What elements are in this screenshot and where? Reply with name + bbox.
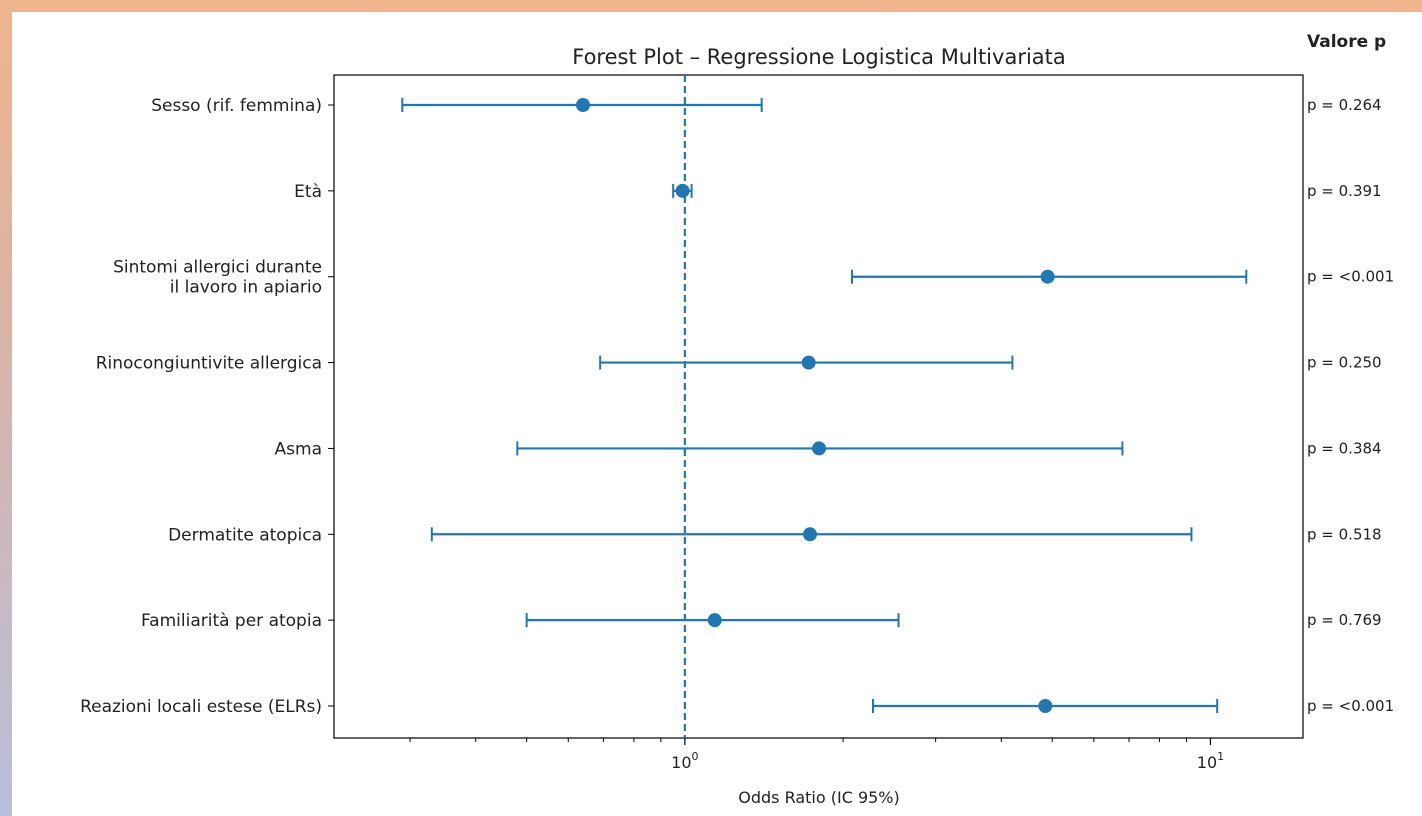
pvalue-header: Valore p: [1307, 32, 1386, 52]
p-value-label: p = <0.001: [1307, 268, 1394, 286]
p-value-label: p = 0.384: [1307, 439, 1382, 457]
y-tick-label: Età: [294, 182, 322, 202]
odds-ratio-point: [575, 98, 590, 112]
odds-ratio-point: [812, 441, 827, 456]
y-tick-label: Sintomi allergici durante il lavoro in ap…: [113, 258, 322, 298]
odds-ratio-point: [707, 613, 722, 628]
y-tick-label: Asma: [275, 439, 322, 459]
p-value-label: p = <0.001: [1307, 697, 1394, 715]
odds-ratio-point: [1040, 269, 1055, 284]
odds-ratio-point: [675, 183, 690, 198]
chart-panel: Forest Plot – Regressione Logistica Mult…: [12, 12, 1422, 816]
x-axis-label: Odds Ratio (IC 95%): [738, 788, 900, 807]
p-value-label: p = 0.391: [1307, 182, 1382, 200]
odds-ratio-point: [1038, 699, 1053, 713]
p-value-label: p = 0.769: [1307, 611, 1382, 629]
p-value-label: p = 0.264: [1307, 96, 1382, 114]
chart-title: Forest Plot – Regressione Logistica Mult…: [572, 45, 1066, 69]
y-tick-label: Reazioni locali estese (ELRs): [80, 697, 322, 717]
y-tick-label: Rinocongiuntivite allergica: [96, 354, 322, 374]
y-tick-label: Dermatite atopica: [168, 525, 322, 545]
x-tick-label: 100: [671, 750, 698, 772]
y-tick-label: Sesso (rif. femmina): [151, 96, 322, 116]
p-value-label: p = 0.250: [1307, 354, 1382, 372]
y-tick-label: Familiarità per atopia: [141, 611, 322, 631]
p-value-label: p = 0.518: [1307, 525, 1382, 543]
odds-ratio-point: [802, 527, 817, 542]
axes-frame: [333, 74, 1304, 739]
forest-plot: Forest Plot – Regressione Logistica Mult…: [80, 32, 1394, 807]
odds-ratio-point: [801, 355, 816, 370]
plot-area: 100 101 Sesso (rif. femmina) p = 0.264 Età p …: [80, 74, 1394, 772]
x-tick-label: 101: [1197, 750, 1224, 772]
